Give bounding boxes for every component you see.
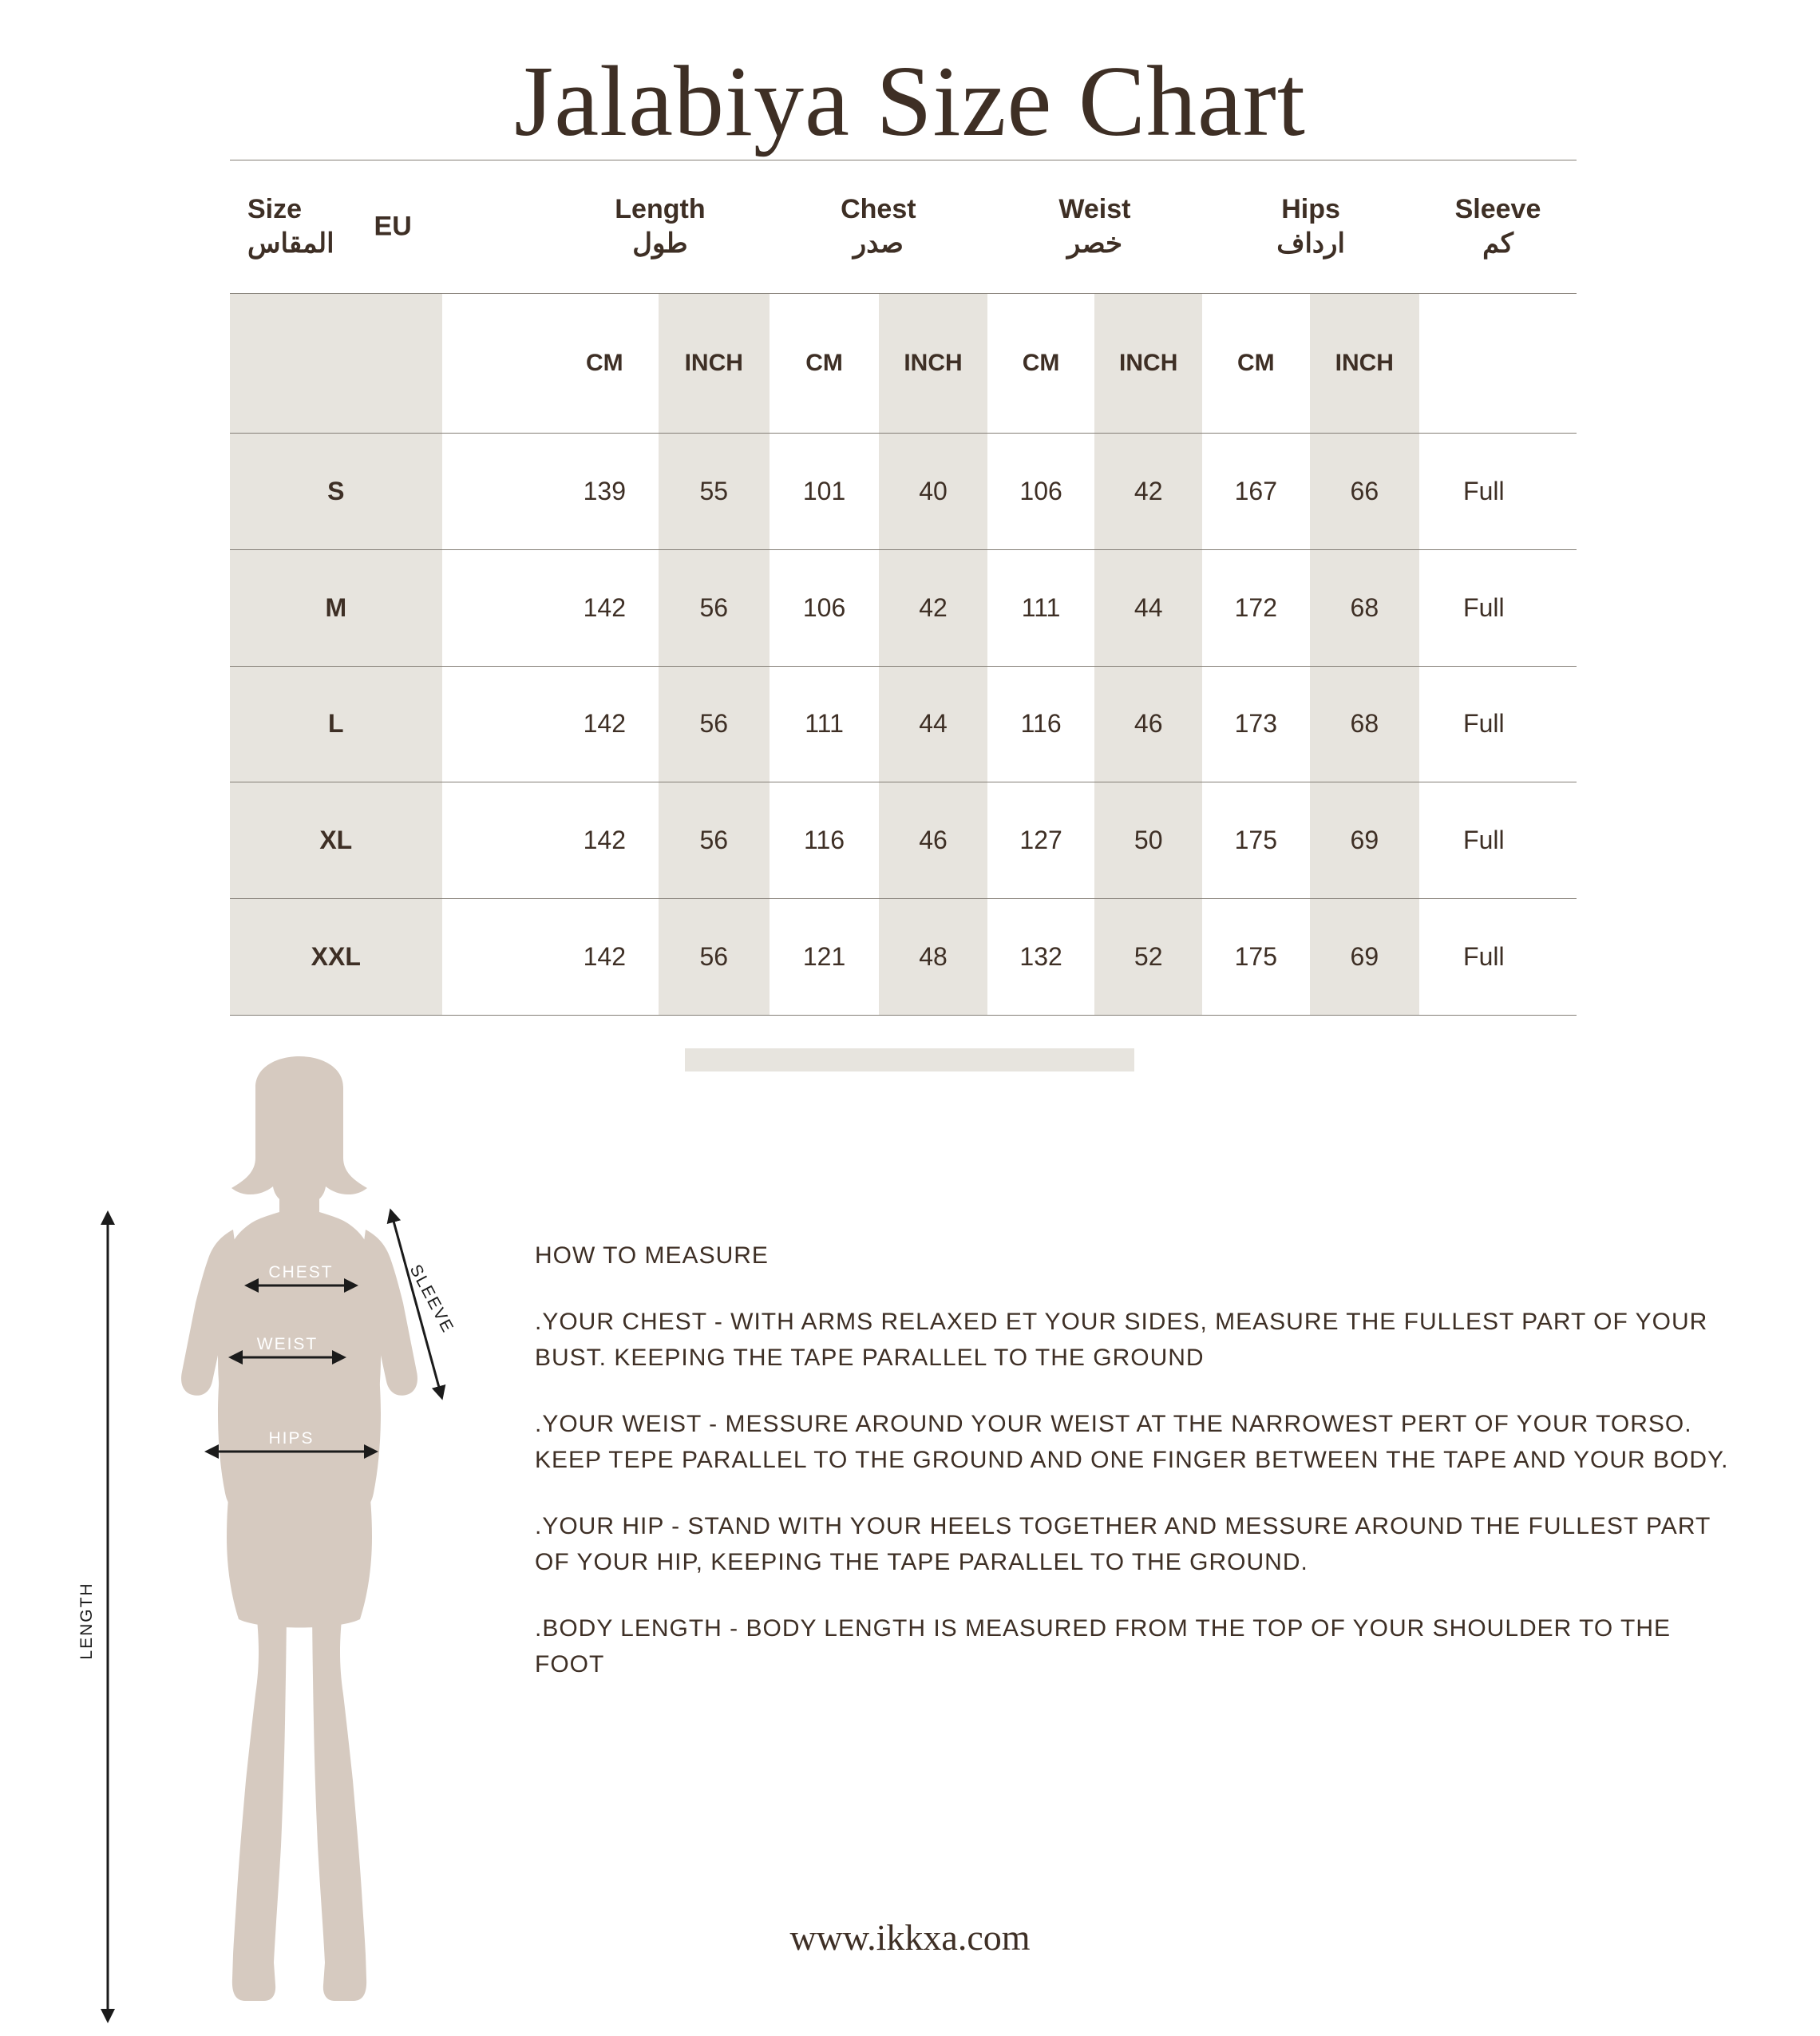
svg-text:LENGTH: LENGTH [77,1582,96,1659]
svg-text:WEIST: WEIST [257,1335,318,1353]
svg-text:HIPS: HIPS [268,1429,314,1448]
svg-text:CHEST: CHEST [268,1263,333,1281]
